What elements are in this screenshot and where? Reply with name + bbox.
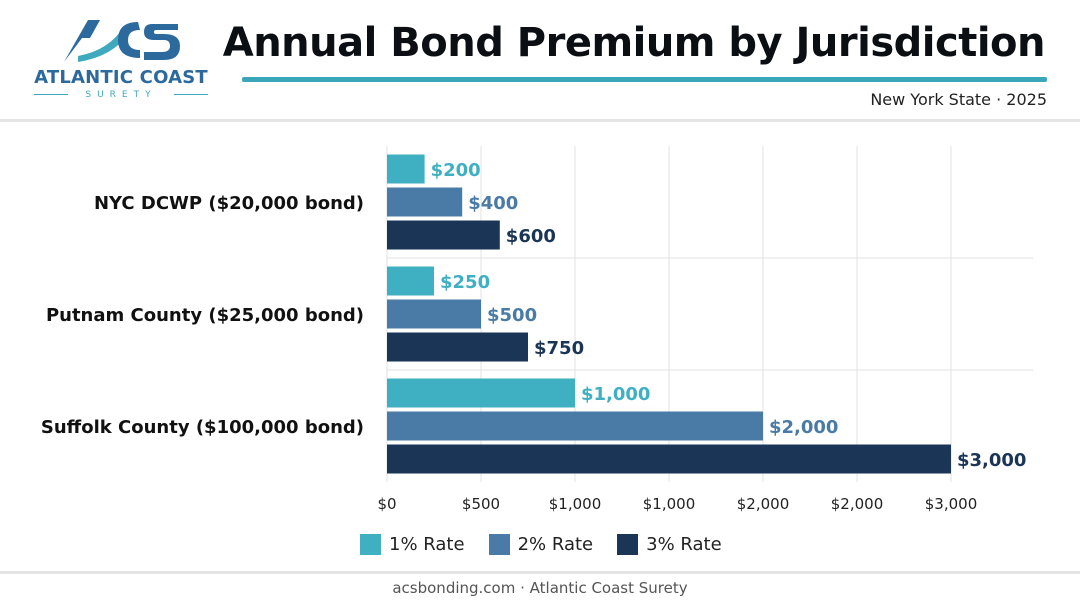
logo-rule-right (174, 94, 208, 95)
legend-label: 1% Rate (389, 533, 465, 555)
legend-swatch (488, 533, 510, 555)
bar-3-rate (387, 444, 951, 474)
legend-item: 3% Rate (617, 531, 722, 557)
bar-3-rate (387, 332, 528, 362)
category-label: Suffolk County ($100,000 bond) (41, 417, 364, 438)
footer-text: acsbonding.com · Atlantic Coast Surety (392, 579, 688, 597)
logo-company-name: ATLANTIC COAST (34, 67, 208, 88)
x-axis-ticks: $0 $500 $1,000 $1,000 $2,000 $2,000 $3,000 (377, 495, 977, 513)
header-divider (0, 119, 1080, 122)
logo-rule-left (34, 94, 68, 95)
data-label: $200 (431, 160, 481, 181)
x-tick-label: $3,000 (925, 495, 978, 513)
data-label: $3,000 (957, 450, 1026, 471)
x-tick-label: $2,000 (831, 495, 884, 513)
data-label: $2,000 (769, 417, 838, 438)
legend-item: 2% Rate (488, 531, 594, 557)
bar-1-rate (387, 378, 575, 408)
legend-item: 1% Rate (360, 531, 465, 557)
chart-legend: 1% Rate 2% Rate 3% Rate (360, 531, 722, 557)
legend-swatch (617, 533, 639, 555)
x-tick-label: $0 (377, 495, 396, 513)
data-label: $250 (440, 272, 490, 293)
data-label: $750 (534, 338, 584, 359)
data-label: $500 (487, 305, 537, 326)
data-label: $400 (468, 193, 518, 214)
chart-bars: $200 $400 $600 $250 $500 $750 $1,000 $2,000 $3,0… (387, 154, 1026, 474)
bar-2-rate (387, 187, 463, 217)
category-label: Putnam County ($25,000 bond) (46, 305, 364, 326)
legend-swatch (360, 533, 381, 555)
bar-1-rate (387, 266, 434, 296)
x-tick-label: $500 (462, 495, 500, 513)
legend-label: 3% Rate (646, 533, 722, 555)
footer-divider (0, 571, 1080, 574)
data-label: $1,000 (581, 384, 650, 405)
x-tick-label: $2,000 (737, 495, 790, 513)
page-title: Annual Bond Premium by Jurisdiction (222, 20, 1046, 66)
data-label: $600 (506, 226, 556, 247)
logo-tagline: SURETY (85, 90, 157, 100)
bar-3-rate (387, 220, 500, 250)
bar-1-rate (387, 154, 425, 184)
legend-label: 2% Rate (517, 533, 594, 555)
company-logo: ATLANTIC COAST SURETY (30, 16, 212, 100)
bar-2-rate (387, 411, 763, 441)
bond-premium-chart: NYC DCWP ($20,000 bond) Putnam County ($2… (41, 146, 1033, 513)
category-labels: NYC DCWP ($20,000 bond) Putnam County ($2… (41, 193, 364, 438)
x-tick-label: $1,000 (643, 495, 696, 513)
acs-logo-mark-icon (64, 20, 180, 62)
title-underline (242, 77, 1047, 82)
category-label: NYC DCWP ($20,000 bond) (94, 193, 364, 214)
page-subtitle: New York State · 2025 (870, 90, 1047, 109)
bar-2-rate (387, 299, 481, 329)
x-tick-label: $1,000 (549, 495, 602, 513)
